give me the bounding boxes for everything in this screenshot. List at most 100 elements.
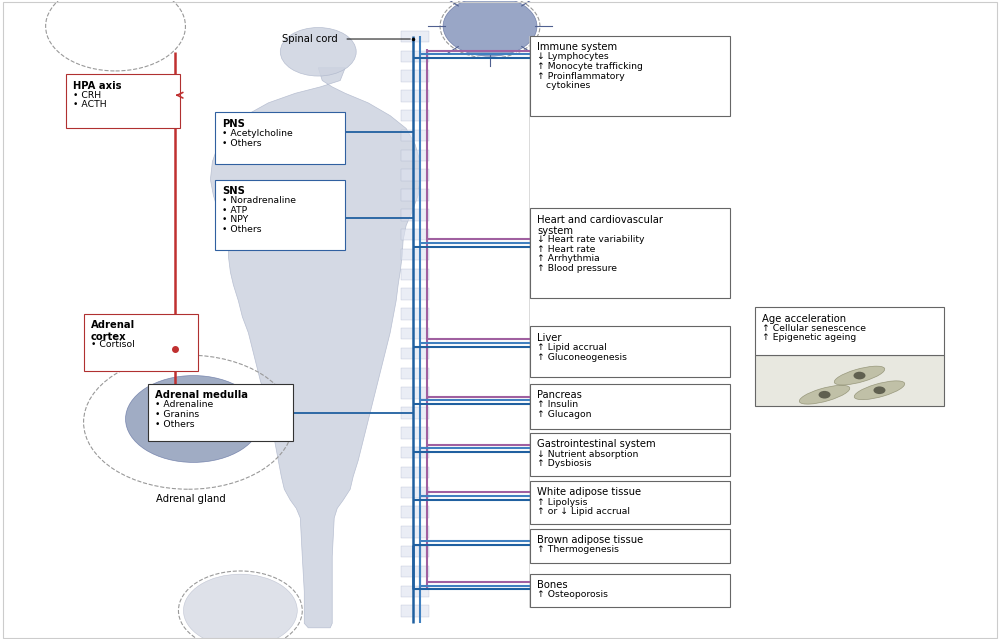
FancyBboxPatch shape xyxy=(401,407,429,419)
FancyBboxPatch shape xyxy=(401,486,429,498)
Text: • NPY: • NPY xyxy=(222,215,249,224)
Text: ↑ Arrhythmia: ↑ Arrhythmia xyxy=(537,254,600,263)
FancyBboxPatch shape xyxy=(530,529,730,563)
FancyBboxPatch shape xyxy=(401,150,429,161)
Text: • Noradrenaline: • Noradrenaline xyxy=(222,196,296,205)
FancyBboxPatch shape xyxy=(401,586,429,597)
FancyBboxPatch shape xyxy=(401,189,429,201)
FancyBboxPatch shape xyxy=(401,249,429,260)
FancyBboxPatch shape xyxy=(401,308,429,319)
Circle shape xyxy=(854,372,865,380)
FancyBboxPatch shape xyxy=(530,433,730,476)
FancyBboxPatch shape xyxy=(215,113,345,164)
Text: ↑ Lipid accrual: ↑ Lipid accrual xyxy=(537,343,607,352)
Text: ↑ Insulin: ↑ Insulin xyxy=(537,401,578,410)
FancyBboxPatch shape xyxy=(401,467,429,478)
Text: ↑ Dysbiosis: ↑ Dysbiosis xyxy=(537,460,592,468)
FancyBboxPatch shape xyxy=(530,36,730,116)
Text: • ATP: • ATP xyxy=(222,205,248,214)
Text: cytokines: cytokines xyxy=(537,81,590,90)
FancyBboxPatch shape xyxy=(148,384,293,442)
Text: • ACTH: • ACTH xyxy=(73,100,106,109)
Text: ↑ Proinflammatory: ↑ Proinflammatory xyxy=(537,72,625,81)
Text: Bones: Bones xyxy=(537,580,568,590)
FancyBboxPatch shape xyxy=(401,70,429,82)
FancyBboxPatch shape xyxy=(401,51,429,62)
FancyBboxPatch shape xyxy=(401,447,429,458)
Text: ↓ Nutrient absorption: ↓ Nutrient absorption xyxy=(537,450,638,459)
FancyBboxPatch shape xyxy=(401,348,429,359)
FancyBboxPatch shape xyxy=(401,269,429,280)
Text: ↑ Monocyte trafficking: ↑ Monocyte trafficking xyxy=(537,62,643,71)
FancyBboxPatch shape xyxy=(401,229,429,241)
Text: • CRH: • CRH xyxy=(73,91,101,100)
Text: PNS: PNS xyxy=(222,119,245,129)
FancyBboxPatch shape xyxy=(530,573,730,607)
FancyBboxPatch shape xyxy=(401,506,429,518)
FancyBboxPatch shape xyxy=(401,566,429,577)
Text: • Cortisol: • Cortisol xyxy=(91,340,134,349)
FancyBboxPatch shape xyxy=(755,355,944,406)
Text: Adrenal gland: Adrenal gland xyxy=(156,494,225,504)
Text: ↑ Cellular senescence: ↑ Cellular senescence xyxy=(762,324,866,333)
FancyBboxPatch shape xyxy=(401,367,429,379)
Text: • Others: • Others xyxy=(222,139,262,148)
FancyBboxPatch shape xyxy=(401,546,429,557)
FancyBboxPatch shape xyxy=(401,427,429,438)
FancyBboxPatch shape xyxy=(530,326,730,378)
Text: ↓ Lymphocytes: ↓ Lymphocytes xyxy=(537,52,609,61)
Text: ↓ Heart rate variability: ↓ Heart rate variability xyxy=(537,235,644,244)
Text: Liver: Liver xyxy=(537,333,561,343)
Text: ↑ Blood pressure: ↑ Blood pressure xyxy=(537,264,617,273)
FancyBboxPatch shape xyxy=(530,208,730,298)
FancyBboxPatch shape xyxy=(755,307,944,355)
Text: Age acceleration: Age acceleration xyxy=(762,314,846,324)
Text: • Others: • Others xyxy=(155,420,195,429)
Text: ↑ Thermogenesis: ↑ Thermogenesis xyxy=(537,545,619,554)
Circle shape xyxy=(280,28,356,76)
FancyBboxPatch shape xyxy=(530,481,730,524)
Text: Adrenal
cortex: Adrenal cortex xyxy=(91,320,135,342)
FancyBboxPatch shape xyxy=(401,289,429,300)
Text: Gastrointestinal system: Gastrointestinal system xyxy=(537,440,656,449)
Text: ↑ Gluconeogenesis: ↑ Gluconeogenesis xyxy=(537,353,627,362)
Text: • Adrenaline: • Adrenaline xyxy=(155,401,214,410)
Text: ↑ Heart rate: ↑ Heart rate xyxy=(537,244,595,253)
Text: Heart and cardiovascular
system: Heart and cardiovascular system xyxy=(537,214,663,236)
FancyBboxPatch shape xyxy=(530,384,730,429)
Circle shape xyxy=(183,574,297,640)
FancyBboxPatch shape xyxy=(84,314,198,371)
Text: Brown adipose tissue: Brown adipose tissue xyxy=(537,535,643,545)
Text: SNS: SNS xyxy=(222,186,245,196)
FancyBboxPatch shape xyxy=(66,74,180,129)
FancyBboxPatch shape xyxy=(401,605,429,617)
Text: ↑ Glucagon: ↑ Glucagon xyxy=(537,410,591,419)
FancyBboxPatch shape xyxy=(401,110,429,122)
Ellipse shape xyxy=(834,366,885,385)
Text: • Granins: • Granins xyxy=(155,410,200,419)
Text: Spinal cord: Spinal cord xyxy=(282,34,338,44)
FancyBboxPatch shape xyxy=(401,387,429,399)
Text: HPA axis: HPA axis xyxy=(73,81,121,90)
Ellipse shape xyxy=(854,381,905,399)
Text: Adrenal medulla: Adrenal medulla xyxy=(155,390,248,400)
Circle shape xyxy=(819,391,831,399)
FancyBboxPatch shape xyxy=(401,31,429,42)
FancyBboxPatch shape xyxy=(401,90,429,102)
Text: ↑ Osteoporosis: ↑ Osteoporosis xyxy=(537,590,608,599)
Circle shape xyxy=(443,0,537,56)
Polygon shape xyxy=(210,68,420,628)
FancyBboxPatch shape xyxy=(215,179,345,250)
Circle shape xyxy=(873,387,885,394)
Ellipse shape xyxy=(799,385,850,404)
Text: ↑ or ↓ Lipid accrual: ↑ or ↓ Lipid accrual xyxy=(537,507,630,516)
Text: ↑ Epigenetic ageing: ↑ Epigenetic ageing xyxy=(762,333,856,342)
Text: ↑ Lipolysis: ↑ Lipolysis xyxy=(537,497,587,506)
Text: Immune system: Immune system xyxy=(537,42,617,52)
FancyBboxPatch shape xyxy=(401,170,429,181)
FancyBboxPatch shape xyxy=(401,130,429,141)
FancyBboxPatch shape xyxy=(401,328,429,339)
FancyBboxPatch shape xyxy=(401,209,429,221)
FancyBboxPatch shape xyxy=(401,526,429,538)
Text: • Others: • Others xyxy=(222,225,262,234)
